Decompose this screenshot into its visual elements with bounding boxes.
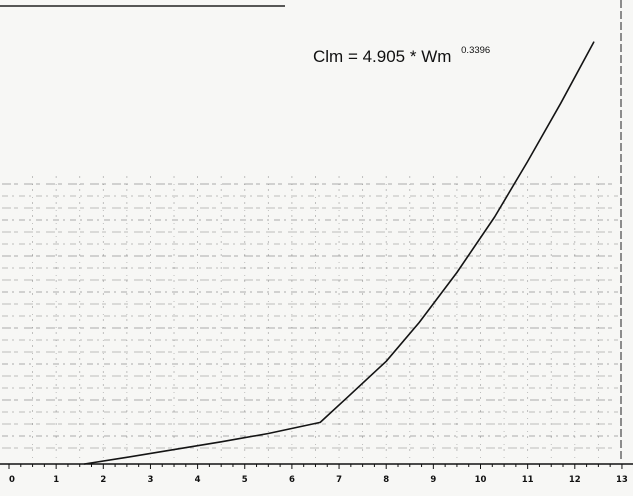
equation-exponent: 0.3396 [461, 45, 490, 56]
equation-main: Clm = 4.905 * Wm [313, 47, 451, 66]
x-tick-label: 6 [289, 475, 295, 485]
x-tick-label: 8 [383, 475, 389, 485]
x-tick-label: 9 [430, 475, 436, 485]
series-line [83, 41, 595, 465]
x-tick-label: 2 [100, 475, 106, 485]
x-tick-label: 11 [522, 475, 534, 485]
x-tick-label: 1 [53, 475, 59, 485]
x-tick-label: 4 [195, 475, 201, 485]
x-tick-label: 7 [336, 475, 342, 485]
x-tick-label: 0 [9, 475, 15, 485]
x-tick-label: 13 [616, 475, 628, 485]
grid [2, 176, 618, 460]
x-tick-label: 5 [242, 475, 248, 485]
x-axis-ticks [8, 464, 623, 469]
x-tick-label: 3 [147, 475, 153, 485]
equation-annotation: Clm = 4.905 * Wm 0.3396 [313, 45, 490, 66]
x-axis-tick-labels: 0 1 2 3 4 5 6 7 8 9 10 11 12 13 [9, 475, 628, 485]
x-tick-label: 10 [475, 475, 487, 485]
x-tick-label: 12 [569, 475, 581, 485]
